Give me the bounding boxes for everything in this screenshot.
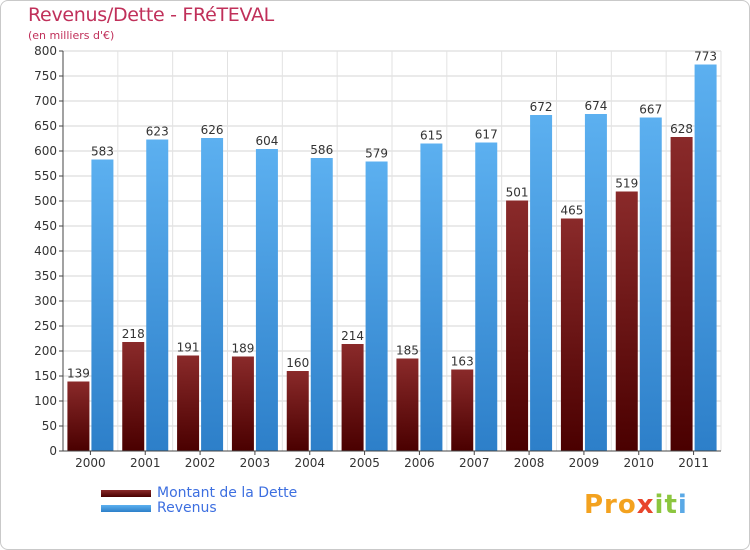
bars-layer	[67, 64, 717, 451]
bar-debt	[451, 369, 474, 451]
x-tick-label: 2010	[623, 456, 654, 470]
bar-revenue	[365, 161, 388, 451]
x-tick-label: 2011	[678, 456, 709, 470]
data-label-revenue: 604	[255, 134, 278, 148]
data-label-debt: 501	[506, 186, 529, 200]
x-tick-label: 2006	[404, 456, 435, 470]
x-tick-label: 2002	[185, 456, 216, 470]
bar-revenue	[694, 64, 717, 451]
bar-debt	[396, 358, 419, 451]
y-tick-label: 700	[34, 94, 57, 108]
y-tick-label: 200	[34, 344, 57, 358]
x-tick-label: 2001	[130, 456, 161, 470]
bar-revenue	[91, 159, 114, 451]
bar-revenue	[310, 158, 333, 451]
data-label-debt: 189	[231, 342, 254, 356]
y-tick-label: 300	[34, 294, 57, 308]
data-label-revenue: 773	[694, 50, 717, 64]
x-tick-label: 2008	[514, 456, 545, 470]
bar-revenue	[639, 117, 662, 451]
bar-revenue	[475, 142, 498, 451]
bar-debt	[341, 344, 364, 451]
bar-debt	[506, 200, 529, 451]
y-tick-label: 500	[34, 194, 57, 208]
x-tick-label: 2004	[294, 456, 325, 470]
x-tick-label: 2000	[75, 456, 106, 470]
bar-revenue	[146, 139, 169, 451]
y-tick-label: 350	[34, 269, 57, 283]
bar-revenue	[201, 138, 224, 451]
data-label-debt: 163	[451, 355, 474, 369]
data-label-revenue: 626	[201, 123, 224, 137]
x-tick-label: 2007	[459, 456, 490, 470]
y-tick-label: 250	[34, 319, 57, 333]
y-tick-label: 650	[34, 119, 57, 133]
bar-debt	[615, 191, 638, 451]
y-tick-label: 400	[34, 244, 57, 258]
bar-revenue	[420, 143, 443, 451]
data-label-debt: 185	[396, 344, 419, 358]
y-tick-label: 600	[34, 144, 57, 158]
bar-debt	[560, 218, 583, 451]
y-tick-label: 550	[34, 169, 57, 183]
y-tick-label: 50	[42, 419, 57, 433]
data-label-debt: 214	[341, 329, 364, 343]
data-label-revenue: 674	[584, 99, 607, 113]
legend-label-debt: Montant de la Dette	[157, 485, 298, 501]
data-label-revenue: 579	[365, 147, 388, 161]
bar-debt	[67, 381, 90, 451]
legend-swatch-revenue	[101, 505, 151, 512]
data-label-debt: 160	[286, 356, 309, 370]
data-label-revenue: 623	[146, 125, 169, 139]
y-tick-label: 150	[34, 369, 57, 383]
data-label-debt: 519	[615, 177, 638, 191]
legend-label-revenue: Revenus	[157, 500, 217, 516]
bar-revenue	[255, 149, 278, 451]
data-label-revenue: 672	[530, 100, 553, 114]
data-label-revenue: 617	[475, 128, 498, 142]
axis-layer	[59, 50, 721, 455]
chart-subtitle: (en milliers d'€)	[28, 29, 115, 42]
y-tick-label: 100	[34, 394, 57, 408]
bar-debt	[670, 137, 693, 451]
y-tick-label: 750	[34, 69, 57, 83]
data-label-revenue: 615	[420, 129, 443, 143]
data-label-debt: 139	[67, 367, 90, 381]
y-tick-label: 800	[34, 44, 57, 58]
data-label-debt: 628	[670, 122, 693, 136]
data-label-revenue: 667	[639, 103, 662, 117]
bar-debt	[286, 371, 309, 451]
bar-debt	[122, 342, 145, 451]
legend-swatch-debt	[101, 490, 151, 497]
bar-revenue	[530, 115, 553, 451]
data-label-revenue: 583	[91, 145, 114, 159]
x-tick-label: 2003	[240, 456, 271, 470]
data-label-debt: 191	[177, 341, 200, 355]
chart-title: Revenus/Dette - FRéTEVAL	[28, 4, 274, 26]
labels-layer: 0 50 100 150 200 250 300 350 400 450 500 550 600 650 7…	[34, 44, 717, 470]
x-tick-label: 2009	[569, 456, 600, 470]
y-tick-label: 450	[34, 219, 57, 233]
bar-debt	[177, 355, 200, 451]
bar-revenue	[584, 114, 607, 451]
proxiti-logo: Proxiti	[584, 490, 688, 520]
x-tick-label: 2005	[349, 456, 380, 470]
data-label-debt: 465	[560, 204, 583, 218]
bar-debt	[231, 356, 254, 451]
data-label-debt: 218	[122, 327, 145, 341]
data-label-revenue: 586	[310, 143, 333, 157]
y-tick-label: 0	[49, 444, 57, 458]
